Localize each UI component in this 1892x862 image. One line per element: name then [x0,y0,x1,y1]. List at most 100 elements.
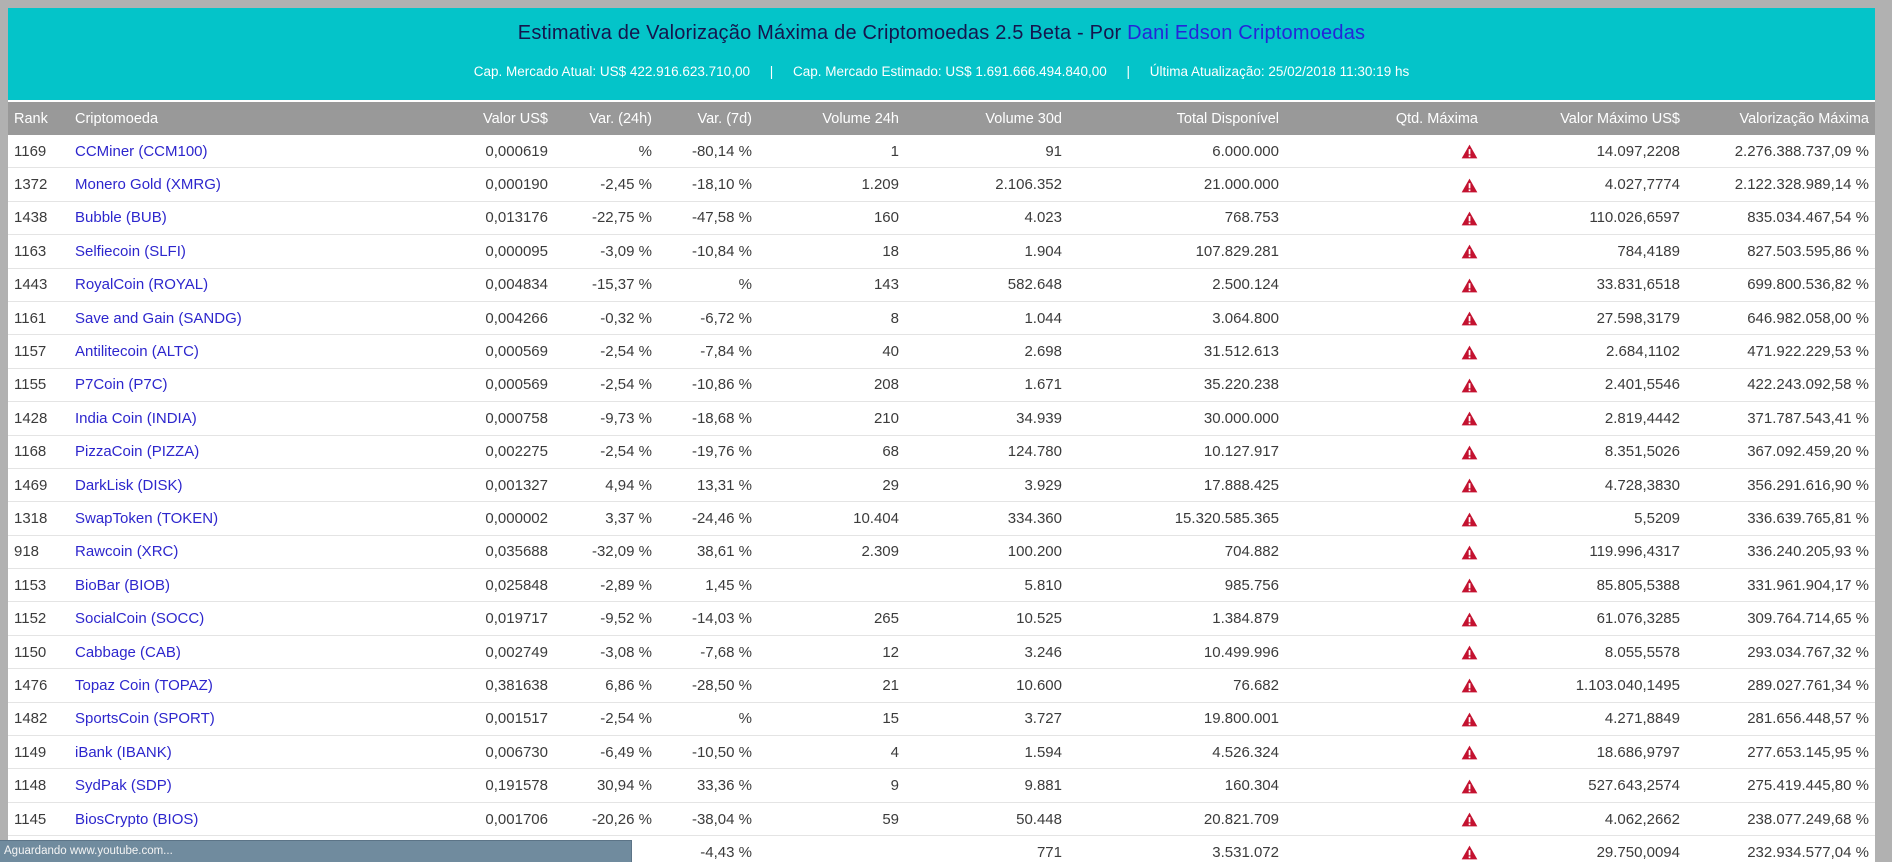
coin-link[interactable]: RoyalCoin (ROYAL) [75,276,209,294]
cell-var24h: -2,89 % [600,576,652,594]
page-content: Estimativa de Valorização Máxima de Crip… [8,8,1875,862]
cell-max-qty [1285,744,1484,761]
cell-max-qty [1285,811,1484,828]
cell-vol24h: 208 [873,376,899,394]
table-row: 1482 SportsCoin (SPORT) 0,001517 -2,54 %… [8,702,1875,737]
cell-vol30d: 10.525 [1016,610,1062,628]
cell-max-gain: 835.034.467,54 % [1747,209,1869,227]
warning-triangle-icon[interactable] [1461,178,1478,193]
coin-link[interactable]: BioBar (BIOB) [75,576,171,594]
coin-link[interactable]: SocialCoin (SOCC) [75,610,205,628]
cell-rank: 1155 [14,376,47,394]
coin-link[interactable]: PizzaCoin (PIZZA) [75,443,200,461]
cell-vol30d: 50.448 [1016,810,1062,828]
cell-price: 0,004266 [485,309,548,327]
warning-triangle-icon[interactable] [1461,311,1478,326]
cell-max-value: 8.055,5578 [1604,643,1680,661]
cell-max-gain: 331.961.904,17 % [1747,576,1869,594]
cell-max-value: 1.103.040,1495 [1575,676,1680,694]
cell-var24h: -2,54 % [600,443,652,461]
cell-total: 6.000.000 [1212,142,1279,160]
author-link[interactable]: Dani Edson Criptomoedas [1127,22,1366,44]
warning-triangle-icon[interactable] [1461,378,1478,393]
cell-max-gain: 309.764.714,65 % [1747,610,1869,628]
cell-vol30d: 1.671 [1024,376,1062,394]
table-row: 1476 Topaz Coin (TOPAZ) 0,381638 6,86 % … [8,669,1875,703]
cell-max-qty [1285,677,1484,694]
warning-triangle-icon[interactable] [1461,779,1478,794]
cell-vol24h: 1 [890,142,899,160]
table-row: 1157 Antilitecoin (ALTC) 0,000569 -2,54 … [8,335,1875,369]
cell-rank: 1476 [14,676,48,694]
warning-triangle-icon[interactable] [1461,545,1478,560]
coin-link[interactable]: Topaz Coin (TOPAZ) [75,676,213,694]
warning-triangle-icon[interactable] [1461,144,1478,159]
warning-triangle-icon[interactable] [1461,478,1478,493]
cell-price: 0,002749 [485,643,548,661]
cell-var24h: 30,94 % [596,777,652,795]
cell-rank: 1148 [14,777,47,795]
warning-triangle-icon[interactable] [1461,278,1478,293]
warning-triangle-icon[interactable] [1461,745,1478,760]
coin-link[interactable]: Monero Gold (XMRG) [75,176,221,194]
warning-triangle-icon[interactable] [1461,812,1478,827]
coin-link[interactable]: SportsCoin (SPORT) [75,710,215,728]
warning-triangle-icon[interactable] [1461,645,1478,660]
coin-link[interactable]: DarkLisk (DISK) [75,476,183,494]
table-row: 1168 PizzaCoin (PIZZA) 0,002275 -2,54 % … [8,435,1875,469]
coin-link[interactable]: Save and Gain (SANDG) [75,309,242,327]
warning-triangle-icon[interactable] [1461,345,1478,360]
coin-link[interactable]: SydPak (SDP) [75,777,172,795]
warning-triangle-icon[interactable] [1461,244,1478,259]
coin-link[interactable]: iBank (IBANK) [75,743,172,761]
coin-link[interactable]: Cabbage (CAB) [75,643,181,661]
cell-rank: 1428 [14,409,48,427]
warning-triangle-icon[interactable] [1461,445,1478,460]
cell-total: 31.512.613 [1203,343,1279,361]
cell-var24h: 6,86 % [605,676,652,694]
cell-var7d: -14,03 % [691,610,752,628]
warning-triangle-icon[interactable] [1461,512,1478,527]
coin-link[interactable]: Selfiecoin (SLFI) [75,242,186,260]
cell-vol30d: 1.044 [1024,309,1062,327]
cell-rank: 918 [14,543,40,561]
coin-link[interactable]: Rawcoin (XRC) [75,543,179,561]
cell-rank: 1168 [14,443,47,461]
warning-triangle-icon[interactable] [1461,211,1478,226]
cell-max-value: 14.097,2208 [1596,142,1680,160]
coin-link[interactable]: Antilitecoin (ALTC) [75,343,199,361]
cell-total: 17.888.425 [1203,476,1279,494]
cell-vol30d: 3.929 [1024,476,1062,494]
cell-var7d: 13,31 % [696,476,752,494]
coin-link[interactable]: Bubble (BUB) [75,209,167,227]
column-header-var-24h: Var. (24h) [589,110,652,127]
cell-price: 0,035688 [485,543,548,561]
cell-max-gain: 367.092.459,20 % [1747,443,1869,461]
cell-max-gain: 471.922.229,53 % [1747,343,1869,361]
warning-triangle-icon[interactable] [1461,845,1478,860]
cell-var7d: -19,76 % [691,443,752,461]
cell-max-value: 2.401,5546 [1604,376,1680,394]
coin-link[interactable]: P7Coin (P7C) [75,376,168,394]
cell-var7d: -47,58 % [691,209,752,227]
cell-vol30d: 334.360 [1007,509,1062,527]
cell-vol24h: 21 [882,676,899,694]
coin-link[interactable]: India Coin (INDIA) [75,409,197,427]
cell-max-qty [1285,844,1484,861]
warning-triangle-icon[interactable] [1461,411,1478,426]
cell-max-gain: 699.800.536,82 % [1747,276,1869,294]
cell-max-qty [1285,710,1484,727]
warning-triangle-icon[interactable] [1461,678,1478,693]
coin-link[interactable]: BiosCrypto (BIOS) [75,810,199,828]
cell-price: 0,000619 [485,142,548,160]
table-body: 1169 CCMiner (CCM100) 0,000619 % -80,14 … [8,135,1875,862]
warning-triangle-icon[interactable] [1461,612,1478,627]
cell-vol30d: 91 [1045,142,1062,160]
cell-var24h: -22,75 % [591,209,652,227]
column-header-var-7d: Var. (7d) [697,110,752,127]
column-header-valor-usd: Valor US$ [482,110,548,127]
warning-triangle-icon[interactable] [1461,578,1478,593]
warning-triangle-icon[interactable] [1461,712,1478,727]
coin-link[interactable]: CCMiner (CCM100) [75,142,208,160]
coin-link[interactable]: SwapToken (TOKEN) [75,509,219,527]
